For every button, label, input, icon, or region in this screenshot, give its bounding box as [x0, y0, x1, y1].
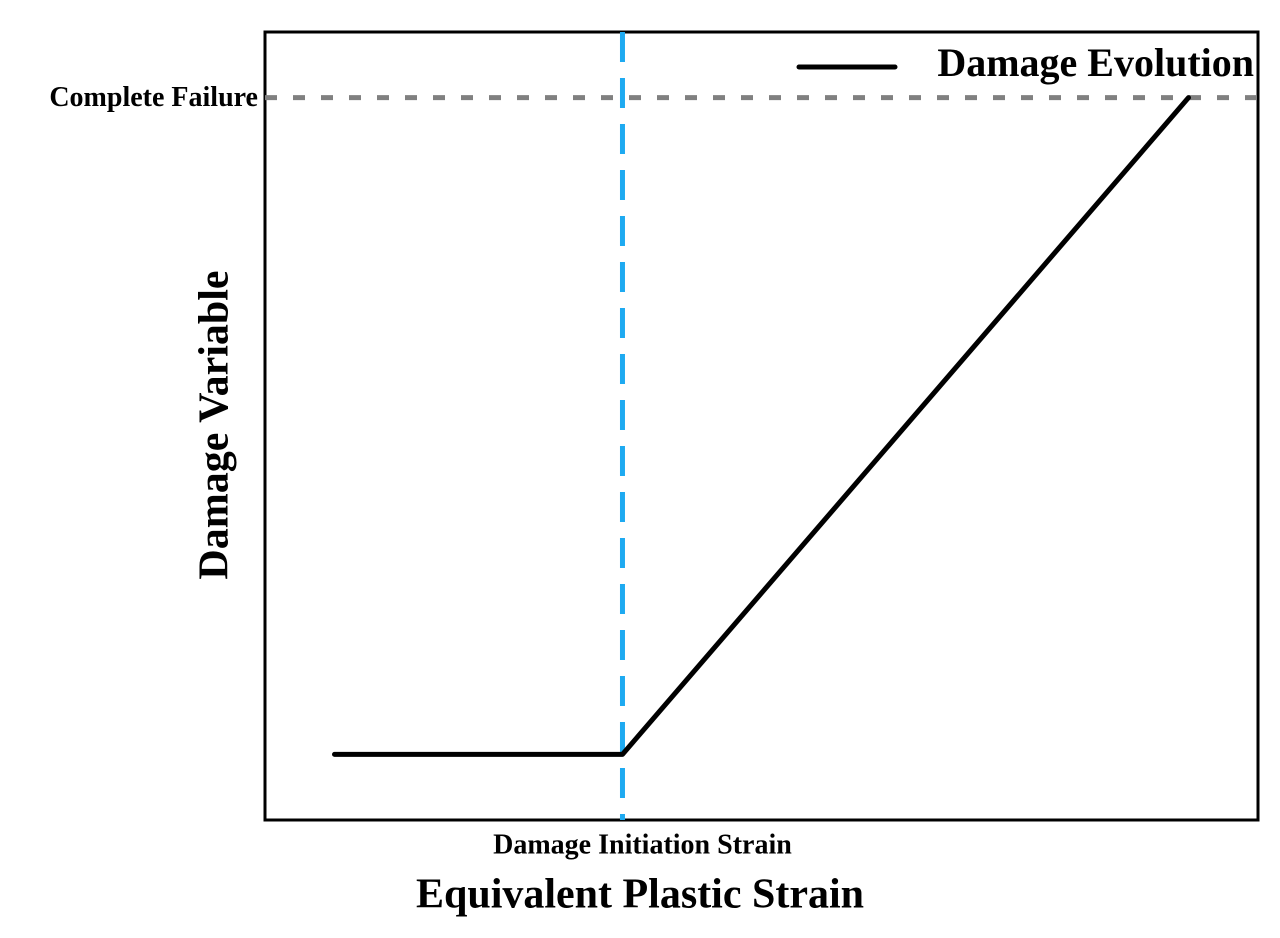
data-line — [332, 95, 1191, 757]
reference-label: Complete Failure — [49, 82, 258, 113]
x-axis-label: Equivalent Plastic Strain — [416, 872, 864, 918]
y-axis-label: Damage Variable — [192, 270, 238, 579]
reference-label: Damage Initiation Strain — [493, 829, 792, 860]
plot-frame — [263, 30, 1260, 822]
legend-label: Damage Evolution — [937, 40, 1254, 85]
